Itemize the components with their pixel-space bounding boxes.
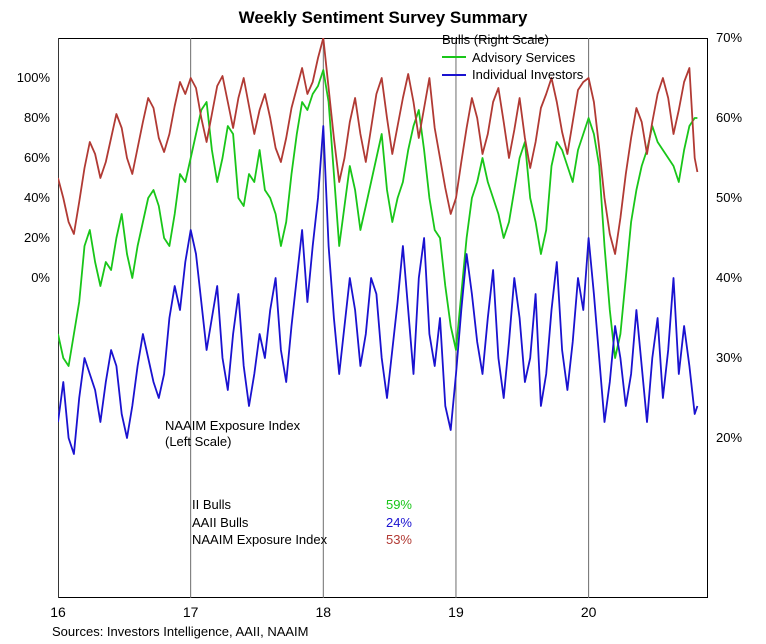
right-axis-tick-label: 50%: [716, 190, 742, 205]
legend-swatch-advisory: [442, 56, 466, 58]
stats-label: NAAIM Exposure Index: [192, 531, 362, 549]
series-line: [58, 38, 697, 254]
stats-value-naaim: 53%: [362, 531, 412, 549]
stats-value-aaii: 24%: [362, 514, 412, 532]
x-tick-label: 20: [581, 604, 597, 620]
sources-line: Sources: Investors Intelligence, AAII, N…: [52, 624, 309, 639]
legend: Bulls (Right Scale) Advisory Services In…: [442, 31, 583, 84]
legend-item: Individual Investors: [442, 66, 583, 84]
x-tick-label: 16: [50, 604, 66, 620]
x-tick-label: 19: [448, 604, 464, 620]
stats-value-ii: 59%: [362, 496, 412, 514]
stats-label: AAII Bulls: [192, 514, 362, 532]
right-axis-tick-label: 60%: [716, 110, 742, 125]
stats-row: NAAIM Exposure Index 53%: [192, 531, 412, 549]
left-axis-tick-label: 20%: [24, 230, 50, 245]
right-axis-tick-label: 20%: [716, 430, 742, 445]
x-tick-label: 18: [316, 604, 332, 620]
x-tick-label: 17: [183, 604, 199, 620]
left-axis-tick-label: 40%: [24, 190, 50, 205]
legend-header-text: Bulls (Right Scale): [442, 31, 549, 49]
stats-row: II Bulls 59%: [192, 496, 412, 514]
naaim-annotation-line2: (Left Scale): [165, 434, 300, 450]
stats-label: II Bulls: [192, 496, 362, 514]
chart-title: Weekly Sentiment Survey Summary: [0, 8, 766, 28]
left-axis-tick-label: 80%: [24, 110, 50, 125]
naaim-annotation: NAAIM Exposure Index (Left Scale): [165, 418, 300, 451]
legend-label-individual: Individual Investors: [472, 66, 583, 84]
stats-row: AAII Bulls 24%: [192, 514, 412, 532]
right-axis-tick-label: 40%: [716, 270, 742, 285]
left-axis-tick-label: 100%: [17, 70, 50, 85]
right-axis-tick-label: 30%: [716, 350, 742, 365]
chart-container: Weekly Sentiment Survey Summary 16 17 18 19…: [0, 0, 766, 644]
legend-header: Bulls (Right Scale): [442, 31, 583, 49]
legend-swatch-individual: [442, 74, 466, 76]
naaim-annotation-line1: NAAIM Exposure Index: [165, 418, 300, 434]
left-axis-tick-label: 0%: [31, 270, 50, 285]
stats-block: II Bulls 59% AAII Bulls 24% NAAIM Exposu…: [192, 496, 412, 549]
right-axis-tick-label: 70%: [716, 30, 742, 45]
left-axis-tick-label: 60%: [24, 150, 50, 165]
legend-label-advisory: Advisory Services: [472, 49, 575, 67]
legend-item: Advisory Services: [442, 49, 583, 67]
